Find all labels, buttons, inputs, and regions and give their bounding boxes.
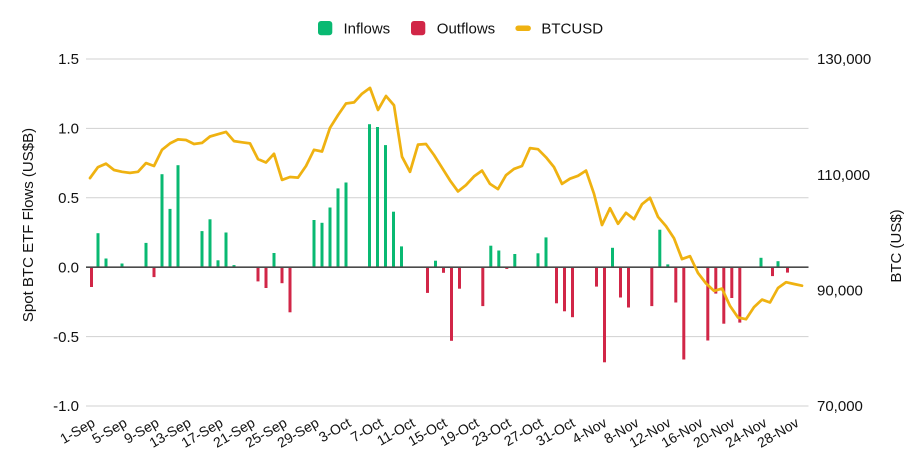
svg-text:Spot BTC ETF Flows (US$B): Spot BTC ETF Flows (US$B) <box>20 128 37 322</box>
svg-text:0.0: 0.0 <box>58 259 79 276</box>
svg-text:-1.0: -1.0 <box>53 398 79 415</box>
svg-text:1.5: 1.5 <box>58 51 79 68</box>
svg-text:Outflows: Outflows <box>437 20 495 37</box>
svg-text:Inflows: Inflows <box>344 20 391 37</box>
svg-text:BTCUSD: BTCUSD <box>541 20 603 37</box>
svg-text:70,000: 70,000 <box>817 398 863 415</box>
svg-text:-0.5: -0.5 <box>53 329 79 346</box>
svg-text:1.0: 1.0 <box>58 121 79 138</box>
svg-text:BTC (US$): BTC (US$) <box>888 209 905 282</box>
svg-text:90,000: 90,000 <box>817 283 863 300</box>
svg-text:130,000: 130,000 <box>817 51 871 68</box>
svg-text:0.5: 0.5 <box>58 190 79 207</box>
svg-text:110,000: 110,000 <box>817 167 870 184</box>
